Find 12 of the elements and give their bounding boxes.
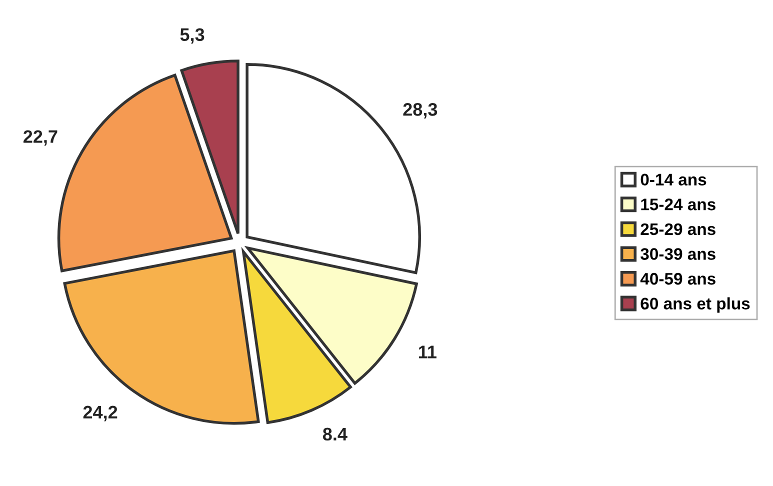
legend-label: 40-59 ans <box>640 272 716 285</box>
data-label: 5,3 <box>180 28 204 44</box>
legend-label: 30-39 ans <box>640 248 716 260</box>
legend-label: 60 ans et plus <box>640 297 750 313</box>
data-label: 11 <box>419 346 436 358</box>
legend-label: 0-14 ans <box>640 174 706 186</box>
data-label: 8.4 <box>322 428 348 441</box>
data-label: 24,2 <box>83 406 118 422</box>
legend-label: 25-29 ans <box>640 223 716 236</box>
legend-label: 15-24 ans <box>641 198 716 210</box>
data-label: 28,3 <box>403 103 438 118</box>
data-label: 22,7 <box>23 130 58 146</box>
